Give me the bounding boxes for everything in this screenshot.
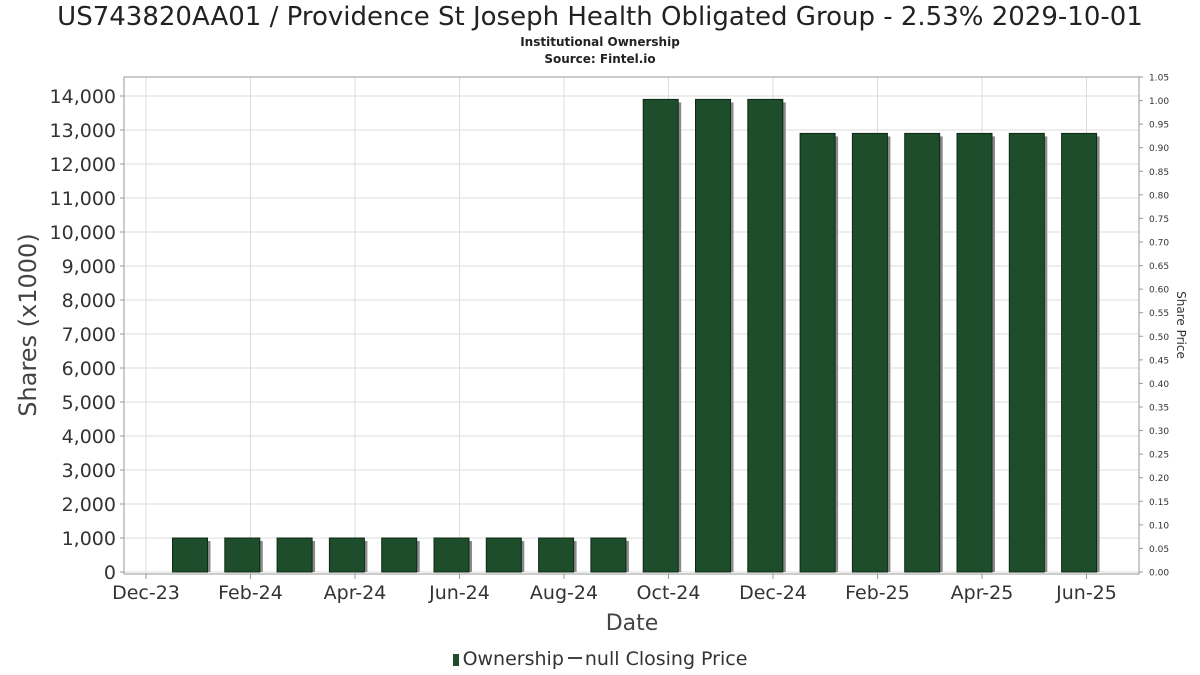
y-tick-label: 5,000 (62, 392, 116, 414)
y2-tick-label: 0.50 (1149, 333, 1169, 343)
x-tick-label: Dec-24 (739, 582, 807, 604)
legend-ownership-swatch (452, 654, 459, 666)
ownership-bar (328, 537, 365, 573)
y2-tick-label: 0.10 (1149, 521, 1169, 531)
chart-title: US743820AA01 / Providence St Joseph Heal… (57, 2, 1143, 32)
y2-tick-label: 0.75 (1149, 215, 1169, 225)
x-tick-label: Feb-24 (218, 582, 283, 604)
y2-tick-label: 0.80 (1149, 191, 1169, 201)
x-tick-label: Aug-24 (530, 582, 598, 604)
x-tick-label: Oct-24 (637, 582, 701, 604)
x-tick-label: Dec-23 (112, 582, 180, 604)
ownership-bar (433, 537, 470, 573)
ownership-bar (590, 537, 627, 573)
y-tick-label: 14,000 (50, 86, 116, 108)
y2-tick-label: 0.85 (1149, 168, 1169, 178)
ownership-bar (642, 98, 679, 573)
y2-tick-label: 0.45 (1149, 356, 1169, 366)
y2-tick-label: 0.60 (1149, 286, 1169, 296)
chart-source: Source: Fintel.io (544, 52, 656, 66)
x-tick-label: Apr-25 (951, 582, 1014, 604)
x-tick-label: Jun-25 (1055, 582, 1117, 604)
y2-axis-title: Share Price (1174, 291, 1188, 359)
ownership-bar (538, 537, 575, 573)
chart-subtitle: Institutional Ownership (520, 35, 680, 49)
y-axis-title: Shares (x1000) (14, 233, 42, 416)
y-tick-label: 6,000 (62, 358, 116, 380)
legend-price-line (567, 657, 582, 659)
legend-ownership-label: Ownership (462, 648, 564, 670)
y2-tick-label: 0.25 (1149, 451, 1169, 461)
ownership-bar (956, 132, 993, 573)
y-tick-label: 13,000 (50, 120, 116, 142)
y-tick-label: 3,000 (62, 460, 116, 482)
y2-tick-label: 0.40 (1149, 380, 1169, 390)
x-tick-label: Feb-25 (845, 582, 910, 604)
y-tick-label: 4,000 (62, 426, 116, 448)
y2-tick-label: 0.00 (1149, 569, 1169, 579)
y-tick-label: 0 (104, 562, 116, 584)
y-tick-label: 11,000 (50, 188, 116, 210)
y2-tick-label: 0.30 (1149, 427, 1169, 437)
ownership-bar (851, 132, 888, 573)
y2-tick-label: 0.05 (1149, 545, 1169, 555)
y-tick-label: 2,000 (62, 494, 116, 516)
legend: Ownership null Closing Price (0, 648, 1200, 670)
ownership-bar (485, 537, 522, 573)
ownership-bar (904, 132, 941, 573)
x-axis-title: Date (606, 611, 659, 636)
ownership-bar (1008, 132, 1045, 573)
y-tick-label: 12,000 (50, 154, 116, 176)
y2-tick-label: 1.00 (1149, 97, 1169, 107)
x-tick-label: Jun-24 (428, 582, 490, 604)
plot-area (123, 76, 1140, 575)
y2-tick-label: 1.05 (1149, 74, 1169, 84)
ownership-bar (276, 537, 313, 573)
y2-tick-label: 0.90 (1149, 144, 1169, 154)
y-tick-label: 8,000 (62, 290, 116, 312)
y2-tick-label: 0.65 (1149, 262, 1169, 272)
y2-tick-label: 0.35 (1149, 404, 1169, 414)
ownership-bar (172, 537, 208, 573)
x-tick-label: Apr-24 (324, 582, 387, 604)
y2-tick-label: 0.55 (1149, 309, 1169, 319)
ownership-bar (695, 98, 731, 573)
y2-tick-label: 0.95 (1149, 121, 1169, 131)
legend-price-label: null Closing Price (584, 648, 748, 670)
y-tick-label: 7,000 (62, 324, 116, 346)
y-tick-label: 1,000 (62, 528, 116, 550)
ownership-bar (799, 132, 836, 573)
y-tick-label: 9,000 (62, 256, 116, 278)
y2-tick-label: 0.15 (1149, 498, 1169, 508)
ownership-bar (224, 537, 261, 573)
y-tick-label: 10,000 (50, 222, 116, 244)
ownership-bar (747, 98, 784, 573)
ownership-bar (381, 537, 418, 573)
ownership-bar (1061, 132, 1098, 573)
y2-tick-label: 0.20 (1149, 474, 1169, 484)
y2-tick-label: 0.70 (1149, 239, 1169, 249)
